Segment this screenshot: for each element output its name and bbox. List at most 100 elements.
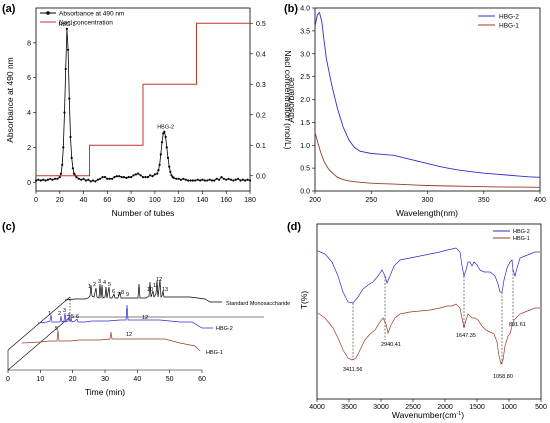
ir-peak-3411: 3411.56	[343, 367, 362, 373]
panel-a-y2-tick-label: 0.3	[256, 82, 266, 89]
absorbance-point	[42, 178, 45, 181]
absorbance-point	[163, 130, 166, 133]
absorbance-point	[157, 169, 160, 172]
panel-a-x-tick-label: 0	[34, 197, 38, 204]
panel-a-letter: (a)	[2, 3, 16, 15]
absorbance-point	[64, 67, 67, 71]
panel-a-y-title: Absorbance at 490 nm	[5, 57, 15, 143]
panel-d-x-tick-label: 3000	[373, 404, 389, 411]
panel-d-x-ticks: 4000 3500 3000 2500 2000 1500 1000 500	[309, 399, 547, 411]
absorbance-point	[199, 179, 202, 182]
absorbance-point	[248, 179, 252, 182]
std-peak-4: 4	[103, 280, 106, 286]
hbg2-peak-3: 3	[63, 308, 66, 314]
panel-d-x-tick-label: 1000	[501, 404, 517, 411]
panel-d-letter: (d)	[287, 221, 301, 233]
panel-b-x-tick-label: 300	[422, 197, 434, 204]
absorbance-point	[72, 172, 76, 175]
hbg2-peak-6: 6	[76, 314, 79, 320]
absorbance-point	[169, 170, 172, 173]
panel-b-y-tick-label: 0.5	[300, 166, 310, 173]
hbg1-peak-12: 12	[126, 332, 132, 338]
label-standard-monosaccharide: Standard Monosaccharide	[226, 301, 290, 307]
legend-label-hbg1: HBG-1	[499, 23, 519, 30]
panel-d-y-title: T(%)	[299, 291, 309, 310]
panel-a-y-tick-label: 6	[27, 75, 31, 82]
absorbance-point	[51, 178, 54, 181]
absorbance-point	[239, 179, 242, 182]
absorbance-point	[225, 178, 228, 181]
absorbance-point	[49, 177, 52, 180]
std-peak-3: 3	[98, 279, 101, 285]
panel-a-y-tick-label: 4	[27, 110, 31, 117]
absorbance-point	[68, 97, 71, 100]
absorbance-point	[234, 178, 237, 181]
panel-d-dashed-guides	[352, 270, 514, 364]
absorbance-point	[58, 176, 61, 179]
absorbance-point	[125, 176, 128, 179]
legend-label-hbg2: HBG-2	[499, 14, 519, 21]
absorbance-point	[34, 179, 38, 182]
panel-a-x-tick-label: 100	[149, 197, 161, 204]
panel-b-y-tick-label: 2.5	[300, 74, 310, 81]
absorbance-point	[132, 174, 135, 177]
absorbance-point	[39, 179, 42, 182]
absorbance-point	[175, 177, 178, 180]
panel-a-y2-tick-label: 0.0	[256, 173, 266, 180]
absorbance-point	[80, 178, 83, 181]
panel-b-y-tick-label: 3.0	[300, 51, 310, 58]
absorbance-point	[120, 176, 123, 179]
std-peak-1: 1	[88, 284, 91, 290]
label-hbg2: HBG-2	[216, 326, 233, 332]
panel-a-x-tick-label: 40	[80, 197, 88, 204]
absorbance-point	[201, 178, 204, 181]
panel-a-y-tick-label: 0	[27, 180, 31, 187]
ir-trace-hbg2	[317, 247, 540, 304]
panel-c-x-tick-label: 30	[101, 376, 109, 383]
absorbance-point	[246, 178, 249, 181]
panel-c-peak-labels: 1 2 3 4 5 6 7 8 9 10 11 12 13 1 2 3 4 5 …	[48, 277, 168, 338]
panel-d-x-title-sup: -1	[456, 411, 461, 417]
panel-b-y-tick-label: 4.0	[300, 6, 310, 13]
panel-b-y-tick-label: 0.0	[300, 189, 310, 196]
absorbance-point	[111, 177, 114, 180]
panel-b-y-tick-label: 2.0	[300, 97, 310, 104]
absorbance-point	[237, 177, 240, 180]
panel-b-letter: (b)	[284, 3, 298, 15]
absorbance-point	[137, 172, 140, 175]
absorbance-point	[70, 156, 73, 159]
absorbance-point	[194, 179, 197, 182]
absorbance-point	[191, 179, 194, 182]
absorbance-point	[56, 177, 59, 180]
std-peak-11: 11	[153, 283, 159, 289]
absorbance-point	[141, 176, 145, 179]
absorbance-point	[184, 178, 187, 181]
panel-d-legend: HBG-2 HBG-1	[493, 229, 530, 242]
panel-b-y-tick-label: 3.5	[300, 28, 310, 35]
absorbance-point	[63, 111, 66, 114]
panel-b-y-tick-label: 1.5	[300, 120, 310, 127]
std-peak-8: 8	[121, 290, 124, 296]
absorbance-point	[215, 177, 218, 180]
absorbance-point	[172, 176, 175, 179]
absorbance-point	[210, 179, 214, 182]
panel-c-x-ticks: 0 10 20 30 40 50 60	[6, 370, 206, 383]
panel-a-y2-tick-label: 0.5	[256, 21, 266, 28]
absorbance-point	[162, 132, 165, 135]
absorbance-point	[134, 173, 137, 176]
panel-a-y2-ticks: 0.0 0.1 0.2 0.3 0.4 0.5	[250, 21, 266, 180]
absorbance-point	[153, 173, 156, 176]
panel-c-x-tick-label: 50	[166, 376, 174, 383]
panel-a-x-title: Number of tubes	[112, 208, 175, 218]
absorbance-point	[218, 178, 221, 181]
absorbance-point	[139, 174, 142, 177]
absorbance-point	[158, 163, 161, 166]
std-peak-10: 10	[147, 287, 153, 293]
std-peak-13: 13	[162, 287, 168, 293]
panel-a-x-tick-label: 140	[197, 197, 209, 204]
panel-d-x-tick-label: 500	[535, 404, 547, 411]
absorbance-point	[69, 135, 72, 139]
absorbance-point	[222, 177, 225, 180]
absorbance-point	[96, 178, 99, 181]
